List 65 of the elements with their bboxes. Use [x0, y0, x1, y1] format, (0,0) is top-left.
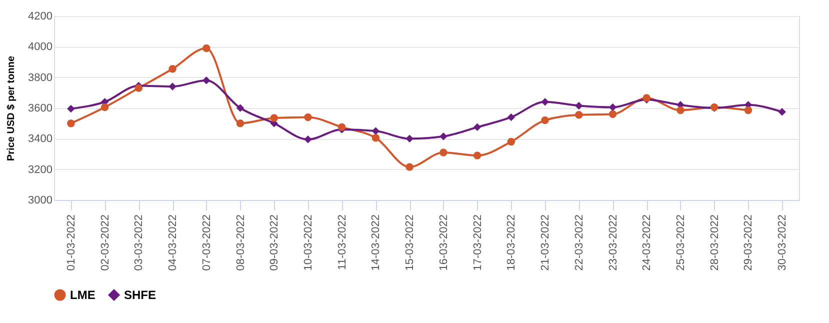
point: [440, 132, 448, 140]
x-tick-label: 15-03-2022: [404, 214, 416, 271]
x-tick-label: 16-03-2022: [438, 214, 450, 271]
point: [270, 114, 278, 122]
point: [236, 119, 244, 128]
point: [473, 123, 482, 132]
x-tick-label: 21-03-2022: [540, 214, 552, 271]
point: [744, 106, 752, 114]
point: [608, 103, 617, 112]
x-tick-label: 14-03-2022: [370, 214, 382, 271]
point: [372, 127, 380, 135]
point: [304, 113, 312, 122]
point: [541, 98, 549, 106]
point: [406, 163, 414, 171]
point: [100, 103, 109, 112]
x-tick-label: 03-03-2022: [133, 214, 146, 271]
y-tick-label: 3400: [28, 133, 52, 146]
point: [67, 104, 75, 113]
x-tick-label: 22-03-2022: [573, 214, 586, 271]
y-tick-label: 4000: [28, 41, 52, 54]
legend-label: SHFE: [124, 288, 156, 302]
point: [507, 138, 516, 146]
x-tick-label: 18-03-2022: [506, 214, 518, 271]
point: [676, 106, 684, 114]
point: [575, 102, 583, 110]
point: [168, 82, 176, 90]
point: [338, 123, 346, 132]
x-tick-label: 04-03-2022: [167, 214, 180, 271]
x-tick-label: 29-03-2022: [742, 214, 755, 271]
point: [473, 152, 482, 160]
x-tick-label: 17-03-2022: [472, 214, 484, 271]
x-tick-label: 09-03-2022: [268, 214, 281, 271]
point: [67, 119, 75, 128]
point: [202, 76, 210, 84]
x-tick-label: 25-03-2022: [674, 214, 687, 271]
point: [236, 104, 244, 112]
point: [168, 65, 176, 73]
x-tick-label: 24-03-2022: [641, 214, 654, 271]
y-tick-label: 3800: [28, 72, 52, 84]
x-tick-label: 28-03-2022: [708, 214, 721, 271]
x-tick-label: 02-03-2022: [99, 214, 112, 271]
point: [202, 44, 210, 52]
y-axis-title: Price USD $ per tonne: [6, 56, 18, 162]
x-tick-label: 23-03-2022: [607, 214, 620, 271]
point: [778, 108, 786, 116]
point: [608, 110, 617, 118]
point: [406, 134, 414, 143]
y-tick-label: 3600: [28, 102, 52, 114]
point: [575, 111, 583, 119]
legend-label: LME: [70, 288, 96, 302]
y-tick-label: 4200: [28, 10, 52, 22]
point: [440, 148, 448, 156]
x-tick-label: 11-03-2022: [336, 214, 348, 270]
x-tick-label: 07-03-2022: [200, 214, 213, 271]
point: [134, 84, 143, 92]
x-tick-label: 01-03-2022: [65, 214, 78, 271]
y-tick-label: 3000: [28, 194, 52, 206]
x-tick-label: 10-03-2022: [302, 214, 314, 271]
point: [541, 116, 549, 124]
point: [372, 134, 380, 142]
x-tick-label: 30-03-2022: [776, 214, 789, 271]
point: [507, 113, 516, 122]
x-tick-label: 08-03-2022: [234, 214, 247, 271]
y-tick-label: 3200: [28, 164, 52, 176]
point: [304, 136, 312, 144]
